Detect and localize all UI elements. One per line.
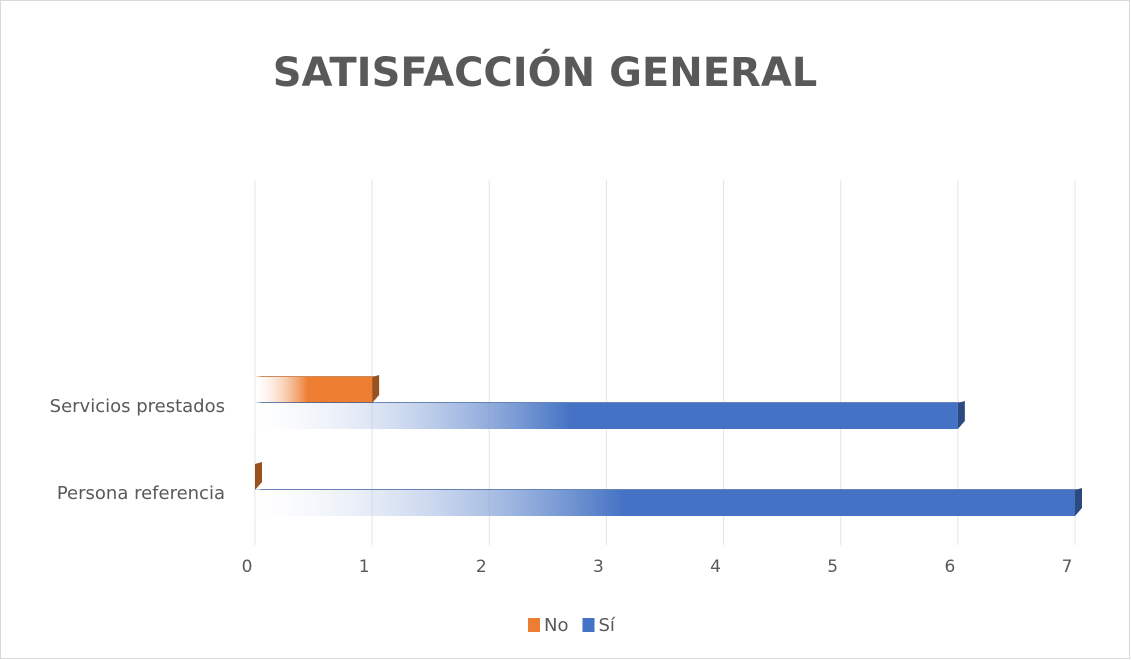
legend-label: Sí [598, 615, 615, 636]
legend-swatch [582, 618, 595, 632]
y-tick-label: Servicios prestados [50, 396, 225, 417]
x-tick-label: 4 [710, 557, 721, 577]
bar-side [255, 462, 262, 490]
legend-swatch [528, 618, 540, 632]
bar [255, 462, 262, 490]
x-tick-label: 2 [476, 557, 487, 577]
bar [255, 488, 1082, 516]
bar-face [255, 377, 373, 403]
bar-face [255, 490, 1075, 516]
bar-top [255, 402, 965, 403]
x-tick-label: 6 [944, 557, 955, 577]
x-tick-label: 3 [593, 557, 604, 577]
x-tick-label: 7 [1062, 557, 1073, 577]
x-tick-label: 0 [242, 557, 253, 577]
x-tick-label: 5 [827, 557, 838, 577]
bar-top [255, 376, 380, 377]
bar-side [1075, 488, 1082, 516]
bar [255, 375, 380, 403]
x-tick-label: 1 [359, 557, 370, 577]
bar-side [957, 401, 965, 429]
bar-side [372, 375, 380, 403]
y-tick-label: Persona referencia [57, 483, 225, 504]
bar-top [255, 489, 1082, 490]
bar [255, 401, 965, 429]
bar-face [255, 403, 958, 429]
legend-label: No [544, 615, 568, 636]
chart-title: SATISFACCIÓN GENERAL [273, 48, 818, 96]
